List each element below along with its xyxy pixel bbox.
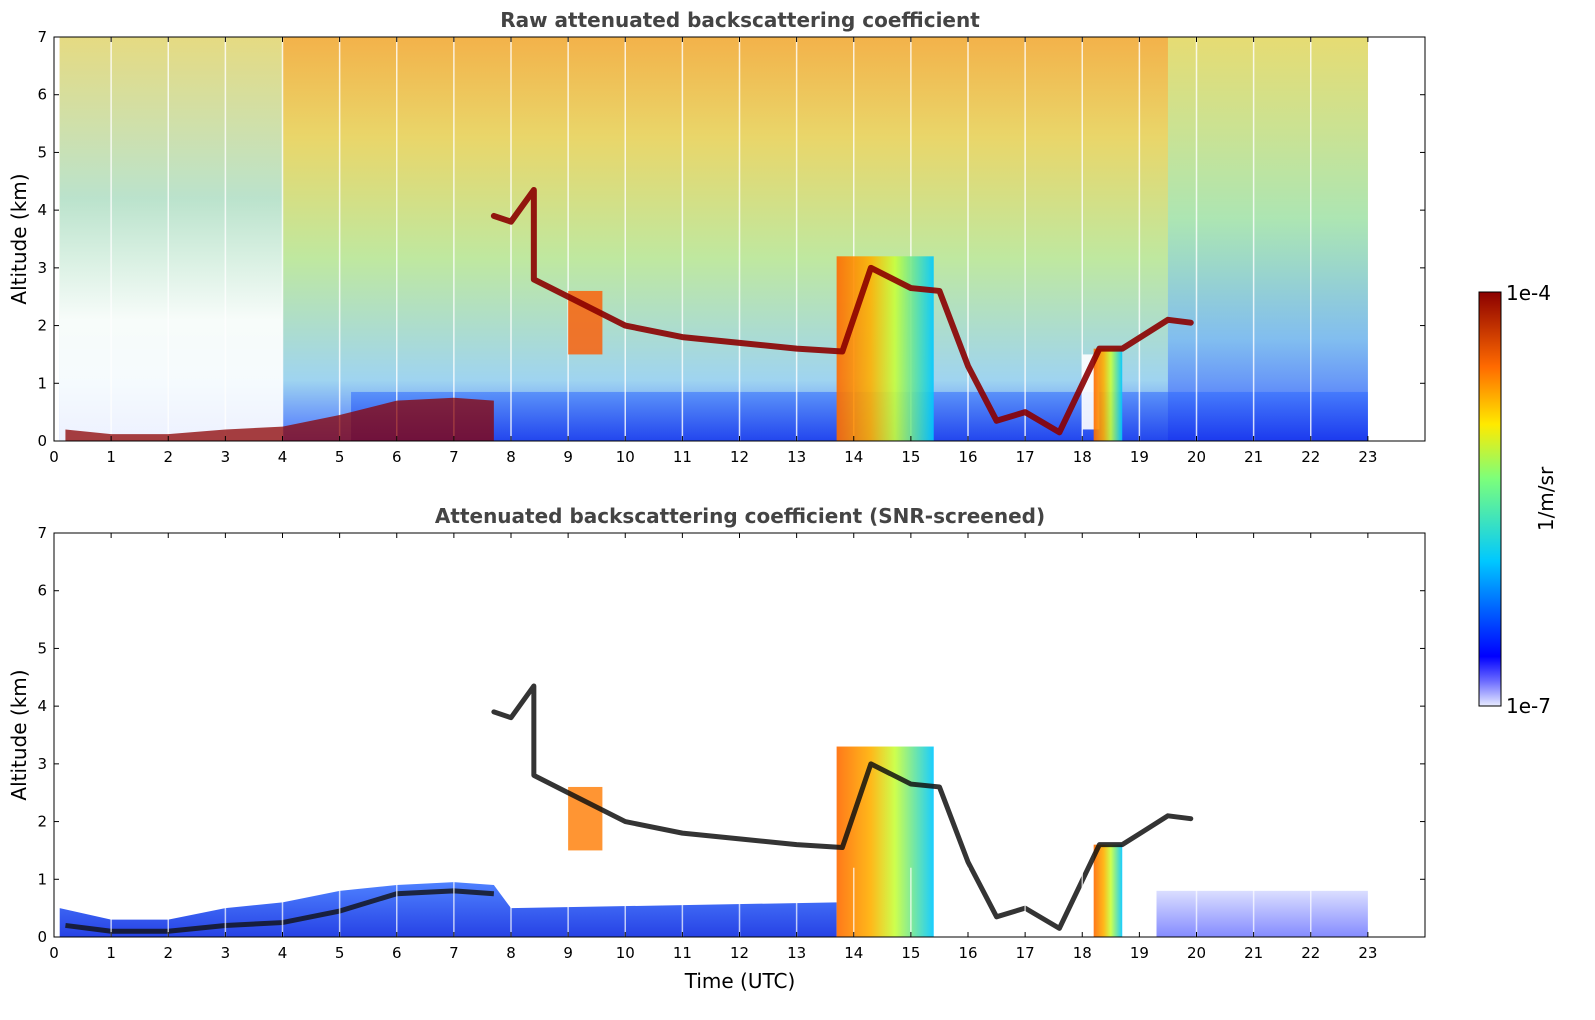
y-tick-label: 1	[37, 374, 47, 392]
x-tick-label: 4	[278, 448, 288, 466]
screened-elevated-cloud-layer	[491, 683, 1194, 931]
x-tick-label: 5	[335, 448, 345, 466]
x-tick-label: 0	[49, 944, 59, 962]
y-tick-label: 6	[37, 582, 47, 600]
x-tick-label: 19	[1130, 448, 1149, 466]
x-tick-label: 16	[958, 448, 977, 466]
y-tick-label: 6	[37, 86, 47, 104]
x-tick-label: 1	[106, 448, 116, 466]
x-tick-label: 1	[106, 944, 116, 962]
x-tick-label: 13	[787, 944, 806, 962]
y-tick-label: 7	[37, 28, 47, 46]
raw-boundary-layer	[65, 397, 494, 441]
x-tick-label: 19	[1130, 944, 1149, 962]
x-tick-label: 7	[449, 944, 459, 962]
x-tick-label: 17	[1016, 448, 1035, 466]
y-tick-label: 2	[37, 317, 47, 335]
x-tick-label: 14	[844, 944, 863, 962]
raw-elevated-cloud-layer	[490, 186, 1194, 436]
raw-fall-streak	[1093, 348, 1123, 441]
y-tick-label: 0	[37, 928, 47, 946]
x-tick-label: 8	[506, 448, 516, 466]
x-tick-label: 11	[673, 944, 692, 962]
x-tick-label: 3	[221, 944, 231, 962]
x-tick-label: 15	[901, 944, 920, 962]
x-tick-label: 9	[563, 944, 573, 962]
panel-screened-axes: 0 1 2 3 4 5 6 7 8 9 10 11 12 13 14 15 16 17 18 19 20 21 22 2301…	[37, 524, 1425, 962]
panel-screened-heatmap	[59, 683, 1368, 937]
x-tick-label: 9	[563, 448, 573, 466]
colorbar-unit-label: 1/m/sr	[1534, 466, 1558, 531]
y-tick-label: 1	[37, 870, 47, 888]
x-tick-label: 18	[1073, 944, 1092, 962]
panel-screened-ylabel: Altitude (km)	[7, 669, 31, 800]
x-tick-label: 22	[1301, 944, 1320, 962]
x-tick-label: 5	[335, 944, 345, 962]
x-tick-label: 20	[1187, 944, 1206, 962]
x-tick-label: 6	[392, 448, 402, 466]
x-tick-label: 21	[1244, 448, 1263, 466]
x-tick-label: 23	[1358, 448, 1377, 466]
y-tick-label: 2	[37, 813, 47, 831]
x-tick-label: 12	[730, 448, 749, 466]
x-tick-label: 4	[278, 944, 288, 962]
raw-fall-streak	[836, 256, 934, 441]
x-tick-label: 0	[49, 448, 59, 466]
x-tick-label: 10	[616, 448, 635, 466]
raw-heatmap-features	[59, 37, 1368, 441]
x-tick-label: 2	[163, 448, 173, 466]
y-tick-label: 3	[37, 755, 47, 773]
y-tick-label: 3	[37, 259, 47, 277]
x-tick-label: 10	[616, 944, 635, 962]
screened-heatmap-features	[59, 683, 1368, 937]
x-tick-label: 8	[506, 944, 516, 962]
colorbar: 1e-4 1e-7 1/m/sr	[1478, 281, 1558, 718]
x-tick-label: 7	[449, 448, 459, 466]
y-tick-label: 4	[37, 201, 47, 219]
panel-raw: Raw attenuated backscattering coefficien…	[7, 8, 1426, 466]
x-tick-label: 14	[844, 448, 863, 466]
screened-fall-streak	[1093, 844, 1123, 937]
y-tick-label: 5	[37, 143, 47, 161]
screened-evening-layer	[1156, 890, 1368, 937]
x-tick-label: 11	[673, 448, 692, 466]
raw-evening-background	[1167, 37, 1368, 441]
x-tick-label: 16	[958, 944, 977, 962]
colorbar-min-label: 1e-7	[1506, 694, 1551, 718]
y-tick-label: 0	[37, 432, 47, 450]
colorbar-max-label: 1e-4	[1506, 281, 1551, 305]
panel-raw-ylabel: Altitude (km)	[7, 173, 31, 304]
x-tick-label: 21	[1244, 944, 1263, 962]
panel-raw-title: Raw attenuated backscattering coefficien…	[500, 8, 980, 32]
panel-screened-xlabel: Time (UTC)	[684, 969, 796, 993]
colorbar-scale	[1478, 291, 1502, 707]
panel-screened: Attenuated backscattering coefficient (S…	[7, 504, 1426, 993]
x-tick-label: 15	[901, 448, 920, 466]
x-tick-label: 12	[730, 944, 749, 962]
x-tick-label: 2	[163, 944, 173, 962]
y-tick-label: 4	[37, 697, 47, 715]
panel-raw-heatmap	[59, 37, 1368, 441]
x-tick-label: 20	[1187, 448, 1206, 466]
screened-fall-streak	[836, 746, 934, 937]
x-tick-label: 17	[1016, 944, 1035, 962]
raw-low-signal-region	[59, 37, 283, 441]
x-tick-label: 13	[787, 448, 806, 466]
y-tick-label: 7	[37, 524, 47, 542]
panel-raw-axes: 0 1 2 3 4 5 6 7 8 9 10 11 12 13 14 15 16 17 18 19 20 21 22 2301…	[37, 28, 1425, 466]
x-tick-label: 18	[1073, 448, 1092, 466]
y-tick-label: 5	[37, 639, 47, 657]
x-tick-label: 3	[221, 448, 231, 466]
x-tick-label: 23	[1358, 944, 1377, 962]
x-tick-label: 22	[1301, 448, 1320, 466]
x-tick-label: 6	[392, 944, 402, 962]
panel-screened-title: Attenuated backscattering coefficient (S…	[435, 504, 1045, 528]
